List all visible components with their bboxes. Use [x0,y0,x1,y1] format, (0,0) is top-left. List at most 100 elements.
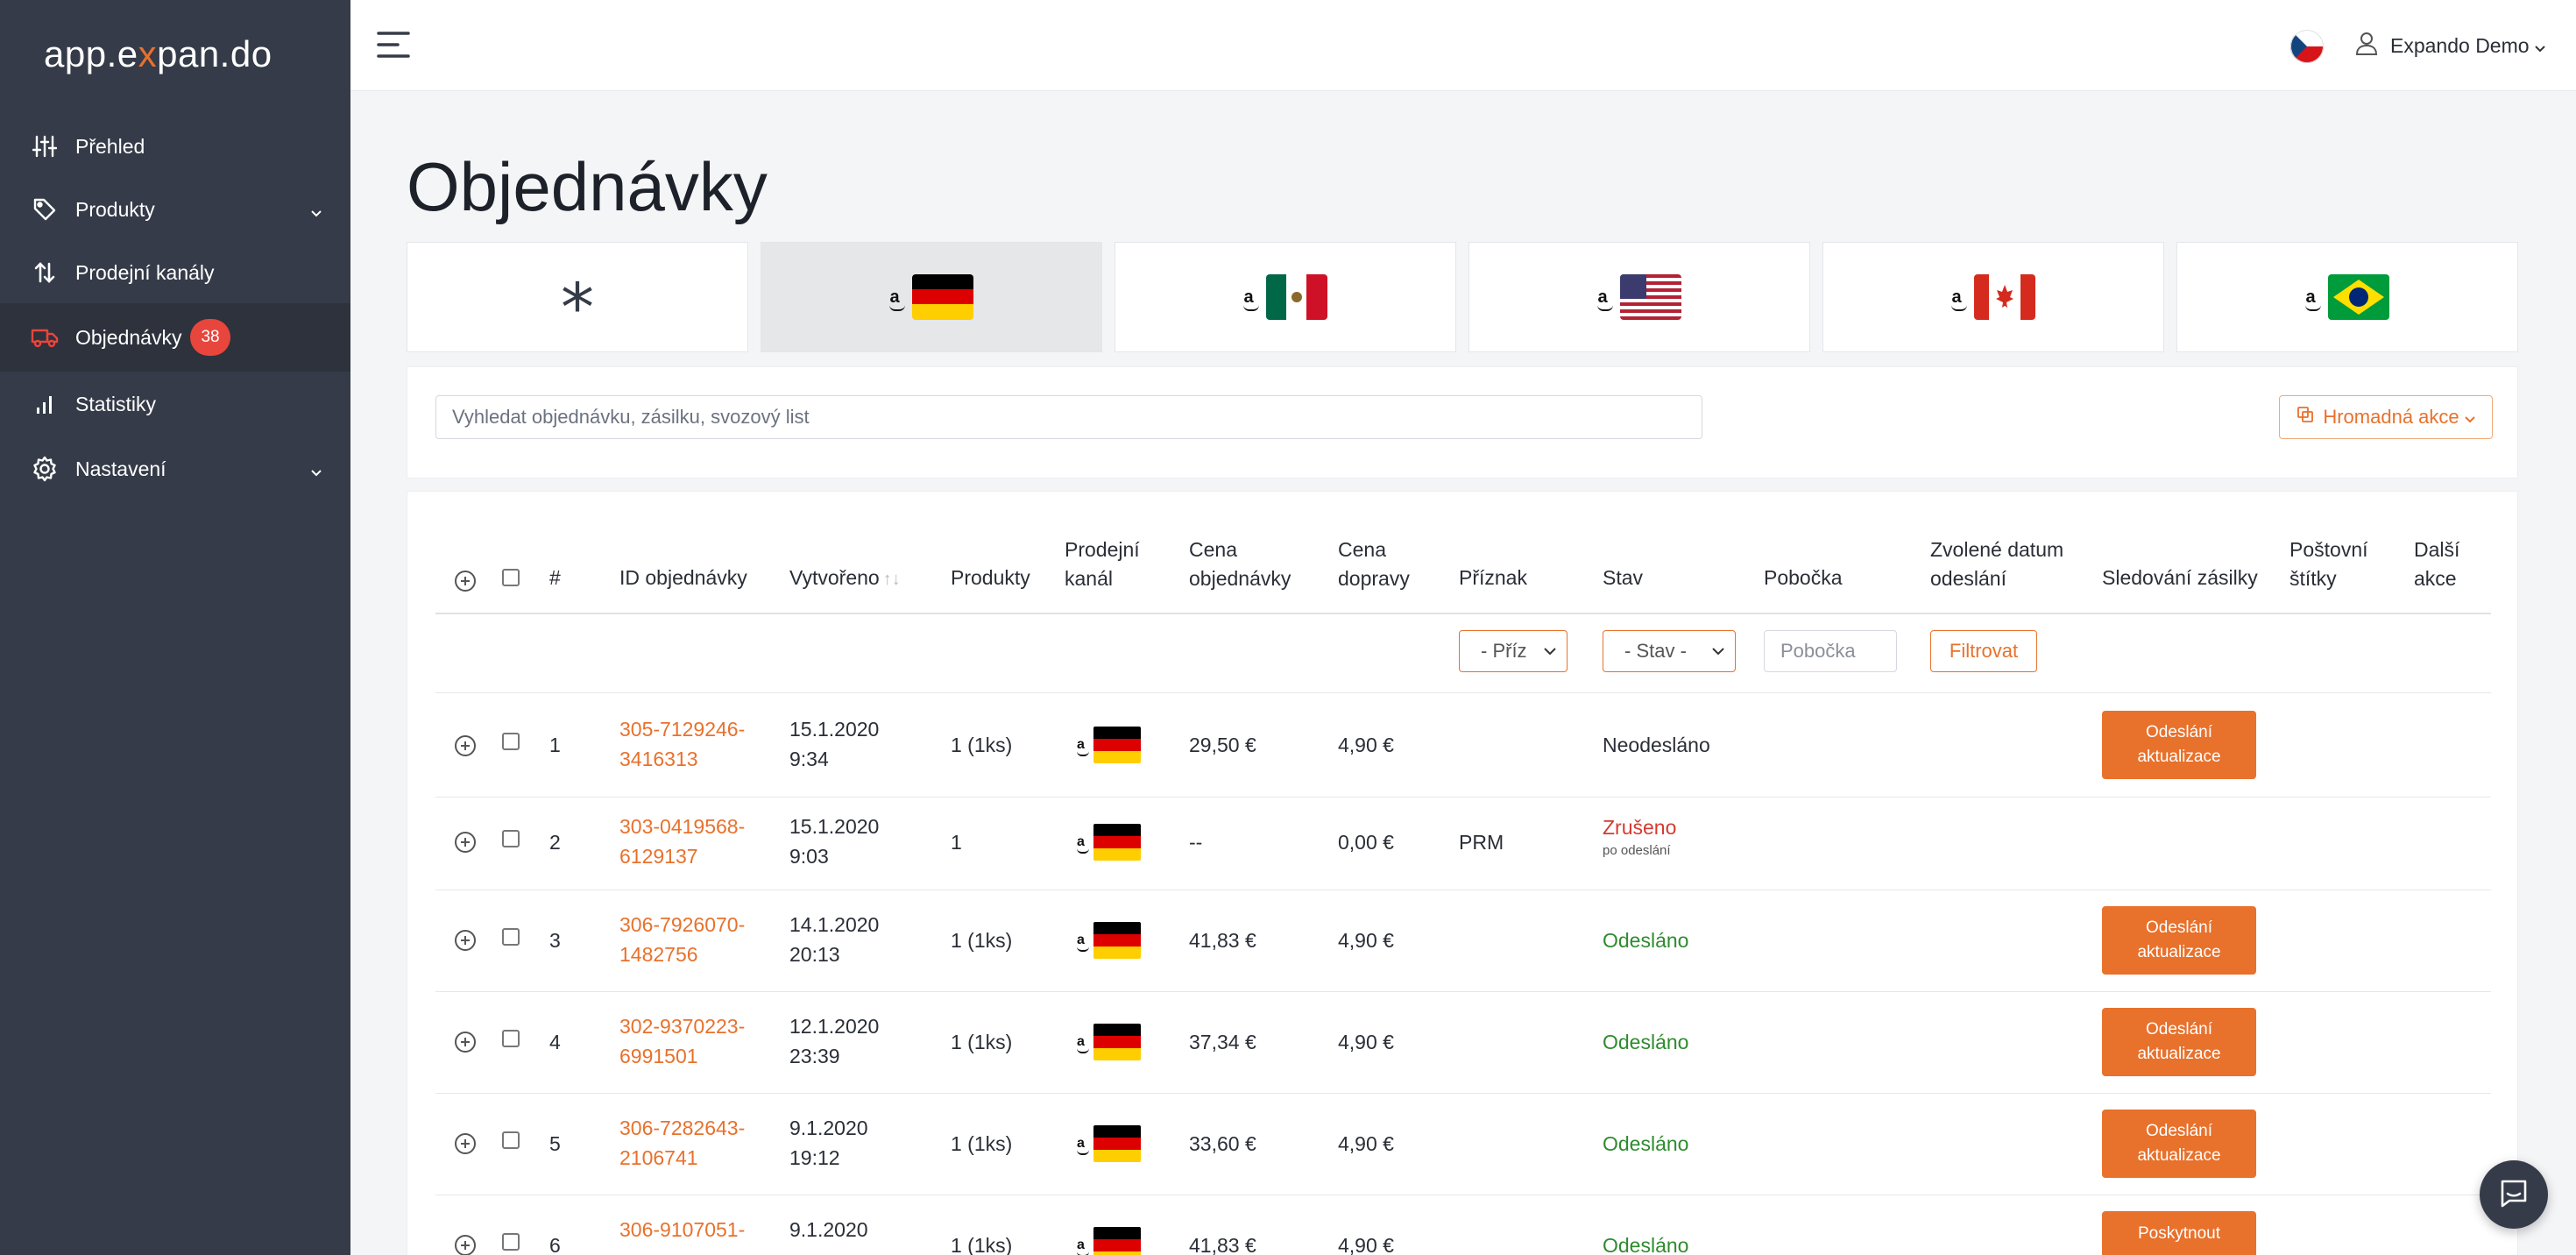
chat-widget-button[interactable] [2480,1160,2548,1229]
search-panel: Hromadná akce [407,366,2518,479]
amazon-logo-icon: a [1077,737,1089,756]
bar-chart-icon [30,389,60,419]
sidebar-item-objednavky[interactable]: Objednávky 38 [0,303,350,372]
order-id-link[interactable]: 305-7129246- 3416313 [619,714,745,774]
created-date-time: 9:34 [789,748,829,770]
header-created[interactable]: Vytvořeno ↑↓ [789,564,901,594]
sidebar-item-prehled[interactable]: Přehled [0,112,350,181]
status-text: Odesláno [1603,1132,1689,1155]
row-divider [435,1093,2491,1094]
channel-tab-amazon-mx[interactable]: a [1115,242,1456,352]
created-date-time: 9:03 [789,845,829,868]
shipment-update-button[interactable]: Odeslání aktualizace [2102,1110,2256,1178]
shipment-update-button[interactable]: Odeslání aktualizace [2102,711,2256,779]
row-checkbox[interactable] [502,733,520,750]
status-filter-select[interactable]: - Stav - [1603,630,1736,672]
expand-row-icon[interactable] [455,930,476,951]
created-date-time: 23:39 [789,1045,840,1067]
sliders-icon [30,131,60,161]
shipment-update-button[interactable]: Odeslání aktualizace [2102,906,2256,975]
germany-flag-icon [1093,1227,1141,1255]
shipping-price: 4,90 € [1338,1234,1394,1255]
header-order-id[interactable]: ID objednávky [619,566,747,589]
order-id-link[interactable]: 302-9370223- 6991501 [619,1011,745,1071]
expand-row-icon[interactable] [455,1235,476,1255]
order-search-input[interactable] [435,395,1702,439]
shipping-price: 4,90 € [1338,734,1394,756]
channel-tab-amazon-de[interactable]: a [761,242,1102,352]
copy-icon [2296,406,2314,429]
expand-row-icon[interactable] [455,735,476,756]
menu-toggle-icon[interactable] [377,30,412,64]
header-more: Další akce [2414,535,2459,593]
order-id-link[interactable]: 306-7926070- 1482756 [619,910,745,969]
sales-channel: a [1077,727,1141,763]
sidebar-item-prodejni-kanaly[interactable]: Prodejní kanály [0,238,350,307]
button-line1: Odeslání [2145,918,2213,937]
sidebar-item-nastaveni[interactable]: Nastavení [0,435,350,503]
chevron-down-icon [1542,642,1558,666]
channel-tab-amazon-br[interactable]: a [2176,242,2518,352]
order-id-line2: 2106741 [619,1146,698,1169]
order-id-link[interactable]: 303-0419568- 6129137 [619,812,745,871]
products-count: 1 (1ks) [951,1031,1013,1053]
expand-row-icon[interactable] [455,832,476,853]
logo-text-x: x [138,33,158,74]
germany-flag-icon [1093,727,1141,763]
flag-filter-select[interactable]: - Příz [1459,630,1568,672]
button-line2: aktualizace [2137,748,2221,766]
status-text: Zrušeno [1603,816,1677,839]
filter-divider [435,692,2491,693]
select-all-checkbox[interactable] [502,569,520,586]
header-created-label: Vytvořeno [789,566,880,589]
header-ship-date-line2: odeslání [1930,567,2006,590]
header-divider [435,613,2491,614]
filter-button[interactable]: Filtrovat [1930,630,2037,672]
created-date: 15.1.2020 9:03 [789,812,879,871]
amazon-logo-icon: a [1077,1136,1089,1155]
created-date: 14.1.2020 20:13 [789,910,879,969]
order-price: 33,60 € [1189,1132,1256,1155]
provide-tracking-button[interactable]: Poskytnout [2102,1211,2256,1255]
expand-row-icon[interactable] [455,1032,476,1053]
sidebar: app.expan.do Přehled Produkty Prodejní k… [0,0,350,1255]
row-checkbox[interactable] [502,928,520,946]
created-date-day: 9.1.2020 [789,1117,868,1139]
logo-text-prefix: app.e [44,33,138,74]
order-id-line2: 6991501 [619,1045,698,1067]
order-id-link[interactable]: 306-7282643- 2106741 [619,1113,745,1173]
expand-all-icon[interactable] [455,571,476,592]
amazon-logo-icon: a [1077,834,1089,854]
row-checkbox[interactable] [502,830,520,847]
branch-filter-input[interactable]: Pobočka [1764,630,1897,672]
amazon-logo-icon: a [889,287,906,311]
button-line1: Odeslání [2145,1020,2213,1039]
channel-tab-amazon-us[interactable]: a [1468,242,1810,352]
app-logo[interactable]: app.expan.do [44,33,272,75]
sidebar-item-statistiky[interactable]: Statistiky [0,370,350,438]
channel-tab-all[interactable]: * [407,242,748,352]
order-price: 41,83 € [1189,929,1256,952]
language-flag-cz-icon[interactable] [2290,30,2324,63]
shipment-update-button[interactable]: Odeslání aktualizace [2102,1008,2256,1076]
sidebar-item-produkty[interactable]: Produkty [0,175,350,244]
row-divider [435,991,2491,992]
created-date-day: 15.1.2020 [789,718,880,741]
created-date: 12.1.2020 23:39 [789,1011,879,1071]
created-date: 15.1.2020 9:34 [789,714,879,774]
header-status: Stav [1603,566,1644,589]
row-checkbox[interactable] [502,1233,520,1251]
row-divider [435,797,2491,798]
created-date-day: 12.1.2020 [789,1015,880,1038]
row-checkbox[interactable] [502,1131,520,1149]
germany-flag-icon [1093,1024,1141,1060]
row-checkbox[interactable] [502,1030,520,1047]
bulk-action-button[interactable]: Hromadná akce [2279,395,2493,439]
user-menu[interactable]: Expando Demo [2355,30,2545,61]
button-line2: aktualizace [2137,1146,2221,1165]
truck-icon [30,323,60,352]
channel-tab-amazon-ca[interactable]: a [1822,242,2164,352]
expand-row-icon[interactable] [455,1133,476,1154]
order-id-line2: 6129137 [619,845,698,868]
order-id-link[interactable]: 306-9107051- [619,1215,745,1244]
